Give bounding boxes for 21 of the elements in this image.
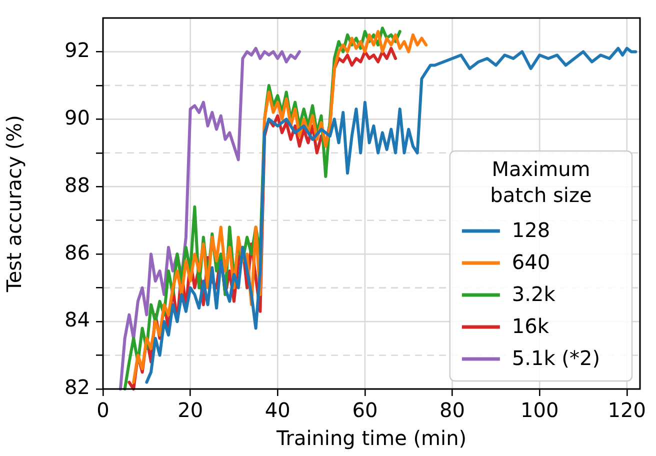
x-tick-label: 0 [96,398,110,422]
y-tick-label: 86 [64,240,90,264]
legend-label: 16k [512,314,550,338]
legend-title: Maximum batch size [490,157,592,208]
y-axis-title: Test accuracy (%) [2,115,26,293]
x-tick-label: 100 [520,398,559,422]
x-tick-label: 40 [264,398,290,422]
y-tick-label: 90 [64,105,90,130]
legend-label: 128 [512,218,550,242]
legend-label: 3.2k [512,282,556,306]
y-tick-label: 82 [64,375,90,400]
x-tick-label: 80 [440,398,465,422]
x-tick-label: 20 [178,398,204,422]
y-tick-label: 84 [64,308,90,332]
x-tick-label: 60 [352,398,378,422]
legend-label: 640 [512,250,550,274]
x-axis-title: Training time (min) [275,426,467,450]
legend-label: 5.1k (*2) [512,346,600,370]
x-tick-label: 120 [608,398,646,422]
y-tick-label: 92 [64,38,90,62]
y-tick-label: 88 [64,172,90,197]
